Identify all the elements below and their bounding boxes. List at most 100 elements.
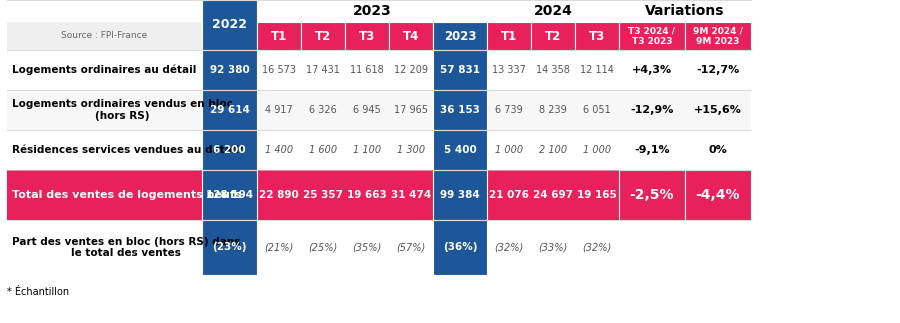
Bar: [202, 170, 257, 220]
Text: 12 209: 12 209: [394, 65, 428, 75]
Text: 2 100: 2 100: [539, 145, 567, 155]
Text: Résidences services vendues au détail*: Résidences services vendues au détail*: [12, 145, 245, 155]
Text: 6 200: 6 200: [213, 145, 246, 155]
Text: (25%): (25%): [309, 243, 338, 253]
Text: Logements ordinaires vendus en bloc
(hors RS): Logements ordinaires vendus en bloc (hor…: [12, 99, 233, 121]
Text: +15,6%: +15,6%: [694, 105, 742, 115]
Text: 31 474: 31 474: [391, 190, 431, 200]
Text: (33%): (33%): [538, 243, 568, 253]
Text: (32%): (32%): [582, 243, 612, 253]
Text: 11 618: 11 618: [350, 65, 384, 75]
Text: 6 326: 6 326: [309, 105, 337, 115]
Text: T2: T2: [544, 29, 561, 43]
Text: 13 337: 13 337: [492, 65, 526, 75]
Bar: [202, 50, 257, 90]
Text: Source : FPI-France: Source : FPI-France: [61, 32, 148, 40]
Bar: [433, 22, 487, 50]
Text: T4: T4: [403, 29, 419, 43]
Text: -2,5%: -2,5%: [630, 188, 674, 202]
Text: * Échantillon: * Échantillon: [7, 287, 69, 297]
Bar: [202, 90, 257, 130]
Bar: [202, 0, 257, 50]
Text: 6 051: 6 051: [583, 105, 611, 115]
Bar: [433, 130, 487, 170]
Text: 4 917: 4 917: [266, 105, 292, 115]
Text: 1 400: 1 400: [265, 145, 293, 155]
Bar: [619, 170, 685, 220]
Text: 16 573: 16 573: [262, 65, 296, 75]
Text: 9M 2024 /
9M 2023: 9M 2024 / 9M 2023: [693, 26, 742, 46]
Text: -4,4%: -4,4%: [696, 188, 740, 202]
Bar: [531, 22, 575, 50]
Text: (23%): (23%): [212, 243, 247, 253]
Text: 57 831: 57 831: [440, 65, 480, 75]
Text: 8 239: 8 239: [539, 105, 567, 115]
Text: 2022: 2022: [212, 18, 247, 32]
Bar: [202, 220, 257, 275]
Text: T1: T1: [501, 29, 518, 43]
Text: Logements ordinaires au détail: Logements ordinaires au détail: [12, 65, 196, 75]
Text: 12 114: 12 114: [580, 65, 614, 75]
Bar: [7, 220, 751, 275]
Text: 1 100: 1 100: [353, 145, 381, 155]
Bar: [7, 50, 751, 90]
Text: 6 945: 6 945: [353, 105, 381, 115]
Bar: [257, 22, 301, 50]
Text: T3: T3: [359, 29, 375, 43]
Bar: [7, 22, 751, 50]
Text: 128 194: 128 194: [206, 190, 253, 200]
Text: 6 739: 6 739: [495, 105, 523, 115]
Text: T1: T1: [271, 29, 287, 43]
Text: Total des ventes de logements neufs: Total des ventes de logements neufs: [12, 190, 241, 200]
Bar: [7, 0, 751, 275]
Text: 1 000: 1 000: [495, 145, 523, 155]
Text: 0%: 0%: [708, 145, 727, 155]
Bar: [685, 22, 751, 50]
Text: (36%): (36%): [443, 243, 477, 253]
Bar: [619, 22, 685, 50]
Bar: [345, 22, 389, 50]
Bar: [389, 22, 433, 50]
Text: 99 384: 99 384: [440, 190, 480, 200]
Bar: [7, 170, 751, 220]
Text: (57%): (57%): [396, 243, 426, 253]
Bar: [433, 220, 487, 275]
Bar: [433, 50, 487, 90]
Text: 2024: 2024: [534, 4, 572, 18]
Text: 2023: 2023: [444, 29, 476, 43]
Text: T3: T3: [589, 29, 605, 43]
Text: 36 153: 36 153: [440, 105, 480, 115]
Bar: [433, 90, 487, 130]
Text: T3 2024 /
T3 2023: T3 2024 / T3 2023: [628, 26, 676, 46]
Text: +4,3%: +4,3%: [632, 65, 672, 75]
Text: T2: T2: [315, 29, 331, 43]
Text: 5 400: 5 400: [444, 145, 476, 155]
Bar: [202, 130, 257, 170]
Bar: [7, 130, 751, 170]
Bar: [685, 170, 751, 220]
Bar: [301, 22, 345, 50]
Text: 25 357: 25 357: [303, 190, 343, 200]
Text: 24 697: 24 697: [533, 190, 573, 200]
Text: (21%): (21%): [265, 243, 293, 253]
Text: 21 076: 21 076: [489, 190, 529, 200]
Text: 22 890: 22 890: [259, 190, 299, 200]
Text: Variations: Variations: [645, 4, 724, 18]
Text: 19 165: 19 165: [577, 190, 616, 200]
Text: -12,9%: -12,9%: [630, 105, 674, 115]
Text: 1 600: 1 600: [309, 145, 338, 155]
Text: 17 965: 17 965: [394, 105, 428, 115]
Bar: [433, 170, 487, 220]
Text: -9,1%: -9,1%: [634, 145, 670, 155]
Text: 1 000: 1 000: [583, 145, 611, 155]
Text: 17 431: 17 431: [306, 65, 340, 75]
Text: Part des ventes en bloc (hors RS) dans
le total des ventes: Part des ventes en bloc (hors RS) dans l…: [12, 237, 240, 258]
Text: -12,7%: -12,7%: [697, 65, 740, 75]
Text: (35%): (35%): [353, 243, 382, 253]
Text: 14 358: 14 358: [536, 65, 570, 75]
Text: 1 300: 1 300: [397, 145, 425, 155]
Text: 2023: 2023: [353, 4, 392, 18]
Bar: [575, 22, 619, 50]
Text: (32%): (32%): [494, 243, 524, 253]
Bar: [7, 0, 751, 22]
